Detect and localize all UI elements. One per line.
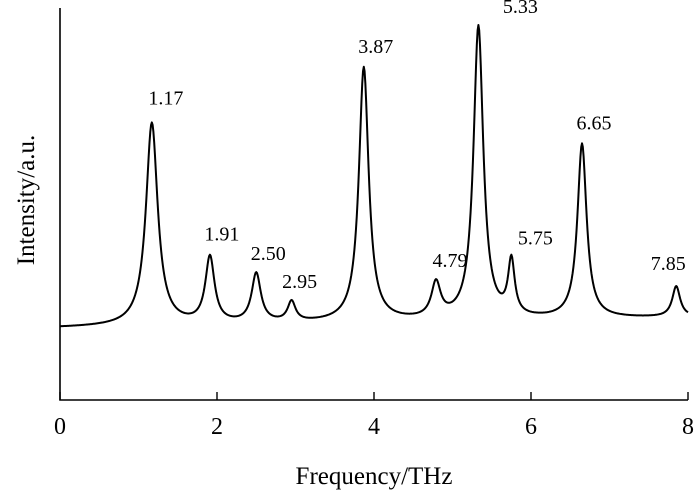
peak-label: 2.50: [251, 243, 286, 265]
peak-label: 4.79: [433, 250, 468, 272]
peak-label: 5.33: [503, 0, 538, 18]
x-axis-title: Frequency/THz: [296, 463, 453, 490]
peak-label: 6.65: [577, 112, 612, 134]
y-axis-title: Intensity/a.u.: [13, 135, 40, 266]
peak-label: 7.85: [651, 253, 686, 275]
spectrum-line: [59, 24, 689, 328]
x-tick-label: 4: [368, 414, 380, 440]
x-tick-label: 8: [682, 414, 694, 440]
axes: [59, 8, 688, 401]
peak-label: 3.87: [358, 36, 393, 58]
x-tick-label: 6: [525, 414, 537, 440]
x-tick-label: 0: [54, 414, 66, 440]
peak-label: 5.75: [518, 228, 553, 250]
x-tick-label: 2: [211, 414, 223, 440]
x-ticks: 0 2 4 6 8: [54, 392, 694, 440]
peak-label: 1.91: [204, 224, 239, 246]
axis-lines: [59, 8, 688, 401]
peak-label: 1.17: [148, 87, 183, 109]
peak-label: 2.95: [282, 271, 317, 293]
peak-labels: 1.17 1.91 2.50 2.95 3.87 4.79 5.33 5.75 6.65 7.85: [148, 0, 685, 293]
